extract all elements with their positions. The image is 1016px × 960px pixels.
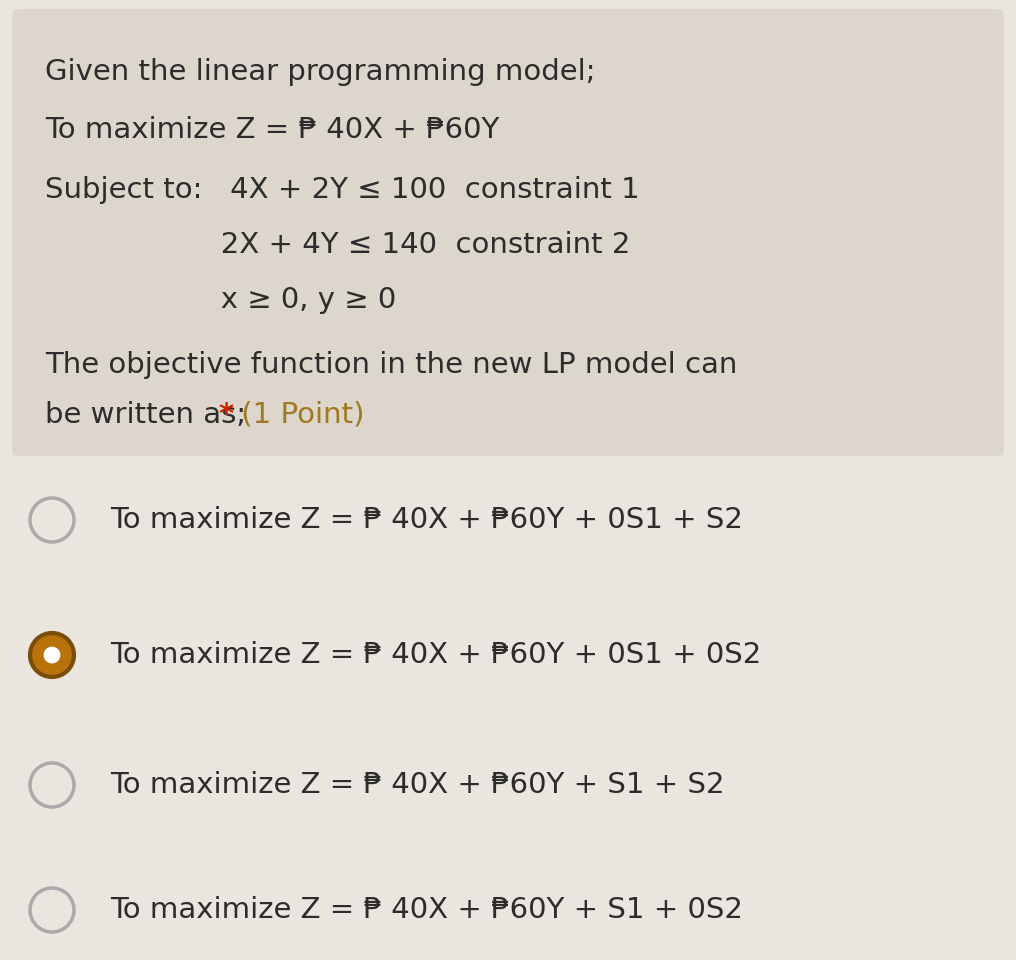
Text: be written as;: be written as;: [45, 401, 246, 429]
Text: x ≥ 0, y ≥ 0: x ≥ 0, y ≥ 0: [45, 286, 396, 314]
Text: To maximize Z = ₱ 40X + ₱60Y + 0S1 + S2: To maximize Z = ₱ 40X + ₱60Y + 0S1 + S2: [110, 506, 743, 534]
Text: To maximize Z = ₱ 40X + ₱60Y + 0S1 + 0S2: To maximize Z = ₱ 40X + ₱60Y + 0S1 + 0S2: [110, 641, 761, 669]
Text: To maximize Z = ₱ 40X + ₱60Y: To maximize Z = ₱ 40X + ₱60Y: [45, 116, 500, 144]
Text: To maximize Z = ₱ 40X + ₱60Y + S1 + S2: To maximize Z = ₱ 40X + ₱60Y + S1 + S2: [110, 771, 724, 799]
Circle shape: [45, 647, 60, 662]
Text: 2X + 4Y ≤ 140  constraint 2: 2X + 4Y ≤ 140 constraint 2: [45, 231, 630, 259]
Text: The objective function in the new LP model can: The objective function in the new LP mod…: [45, 351, 738, 379]
Text: Given the linear programming model;: Given the linear programming model;: [45, 58, 595, 86]
Text: Subject to:   4X + 2Y ≤ 100  constraint 1: Subject to: 4X + 2Y ≤ 100 constraint 1: [45, 176, 640, 204]
Circle shape: [30, 633, 74, 677]
Text: (1 Point): (1 Point): [233, 401, 365, 429]
Text: *: *: [218, 401, 234, 429]
FancyBboxPatch shape: [12, 9, 1004, 456]
Text: To maximize Z = ₱ 40X + ₱60Y + S1 + 0S2: To maximize Z = ₱ 40X + ₱60Y + S1 + 0S2: [110, 896, 743, 924]
